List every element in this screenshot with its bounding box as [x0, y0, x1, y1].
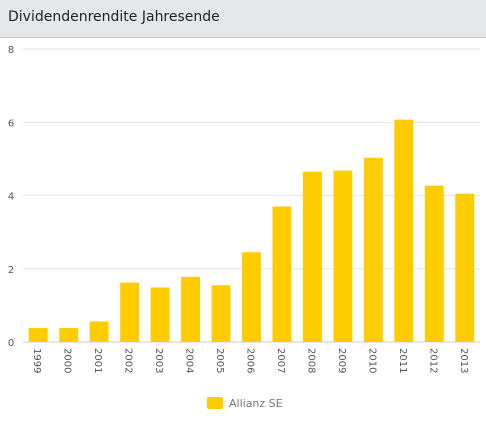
- x-tick-label: 2011: [397, 348, 408, 373]
- bar-2007[interactable]: [272, 206, 292, 342]
- legend-swatch: [207, 397, 223, 409]
- y-tick-label: 0: [8, 338, 14, 349]
- x-tick-label: 2005: [214, 348, 225, 373]
- bar-2011[interactable]: [394, 119, 414, 342]
- x-tick-label: 2001: [92, 348, 103, 373]
- x-tick-label: 2013: [458, 348, 469, 373]
- bar-2008[interactable]: [302, 171, 322, 342]
- bar-2013[interactable]: [455, 193, 475, 342]
- bar-2006[interactable]: [242, 252, 261, 342]
- legend[interactable]: Allianz SE: [207, 397, 283, 410]
- x-tick-label: 2009: [336, 348, 347, 373]
- x-tick-label: 2000: [62, 348, 73, 373]
- bar-2012[interactable]: [424, 185, 444, 342]
- bar-2000[interactable]: [59, 328, 79, 342]
- y-axis-ticks: 0 2 4 6 8: [8, 45, 14, 349]
- widget-header: Dividendenrendite Jahresende: [0, 0, 486, 38]
- bar-2004[interactable]: [181, 276, 201, 342]
- y-tick-label: 4: [8, 192, 14, 203]
- x-tick-label: 2006: [245, 348, 256, 373]
- y-tick-label: 8: [8, 45, 14, 56]
- y-tick-label: 2: [8, 265, 14, 276]
- bar-2003[interactable]: [150, 287, 170, 342]
- bar-1999[interactable]: [28, 328, 48, 342]
- x-tick-label: 2002: [123, 348, 134, 373]
- chart-title: Dividendenrendite Jahresende: [8, 9, 220, 25]
- bar-2001[interactable]: [89, 321, 109, 342]
- x-tick-label: 2012: [427, 348, 438, 373]
- x-axis-ticks: 1999 2000 2001 2002 2003 2004 2005 2006 2007 2008…: [31, 348, 469, 373]
- y-tick-label: 6: [8, 118, 14, 129]
- legend-label: Allianz SE: [229, 397, 283, 410]
- x-tick-label: 2008: [305, 348, 316, 373]
- x-tick-label: 1999: [31, 348, 42, 373]
- bar-2010[interactable]: [363, 157, 383, 342]
- bar-2005[interactable]: [211, 285, 231, 342]
- x-tick-label: 2007: [275, 348, 286, 373]
- x-tick-label: 2003: [153, 348, 164, 373]
- legend-item-allianz[interactable]: Allianz SE: [207, 397, 283, 410]
- x-tick-label: 2010: [366, 348, 377, 373]
- bar-2009[interactable]: [333, 170, 353, 342]
- x-tick-label: 2004: [184, 348, 195, 373]
- bar-2002[interactable]: [120, 282, 140, 342]
- bars: [28, 119, 475, 342]
